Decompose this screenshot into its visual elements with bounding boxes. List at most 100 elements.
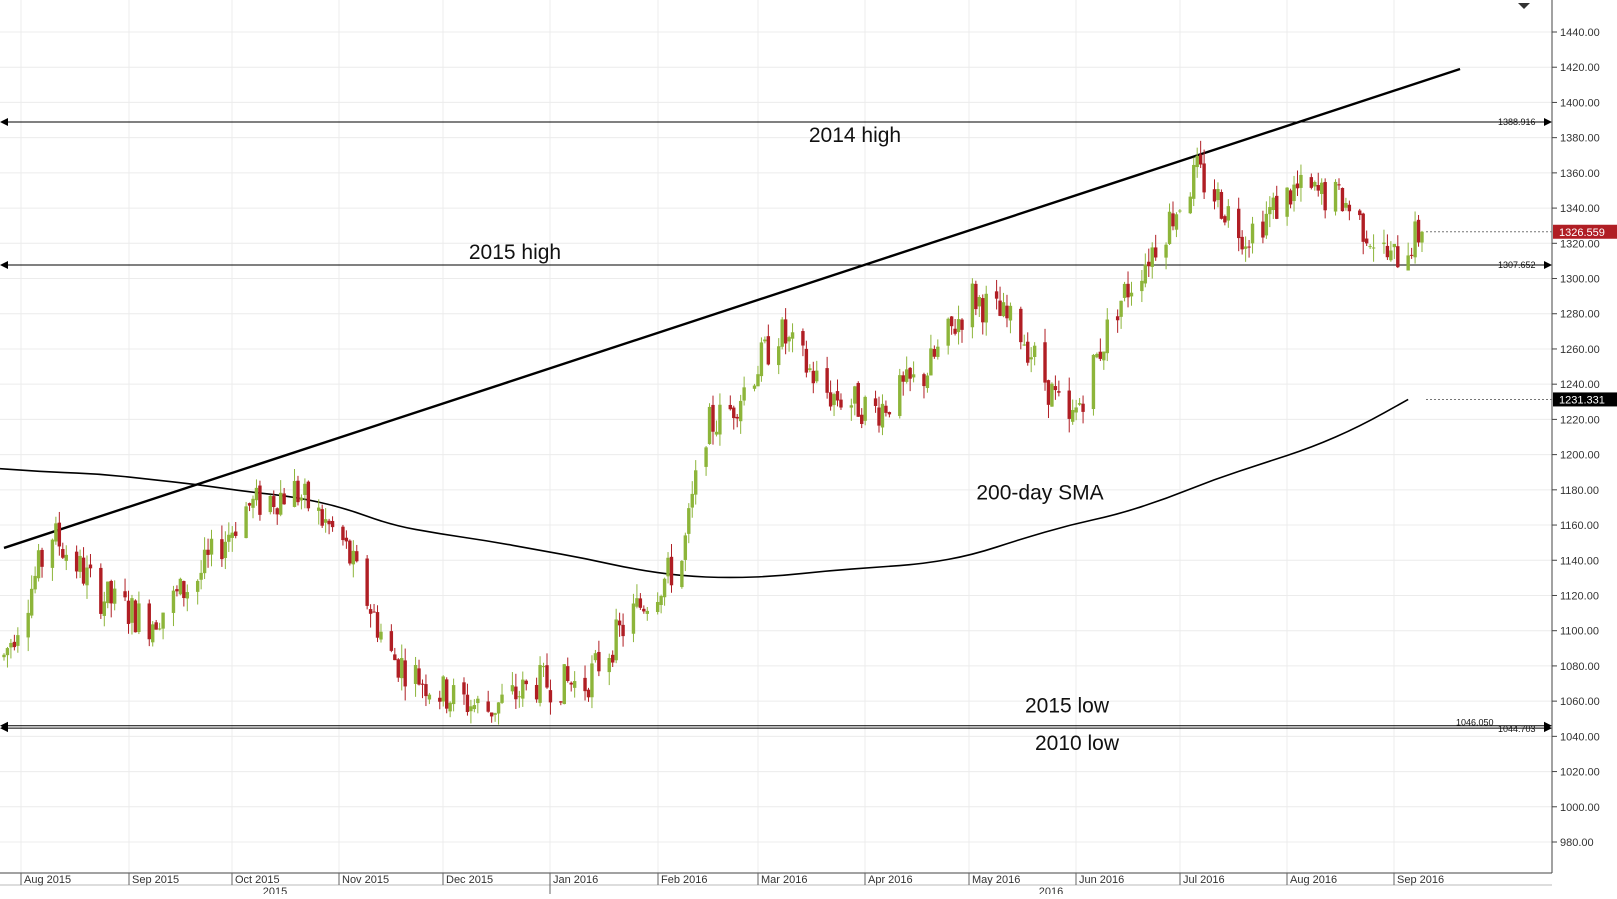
candle-up (1368, 246, 1372, 248)
candle-up (521, 679, 525, 699)
y-tick-label: 1200.00 (1560, 450, 1600, 462)
candle-up (254, 487, 259, 501)
candle-up (223, 541, 228, 559)
candle-down (1202, 163, 1206, 193)
candle-down (932, 348, 937, 357)
candle-up (742, 387, 746, 401)
y-tick-label: 1320.00 (1560, 238, 1600, 250)
candle-down (953, 328, 957, 334)
y-tick-label: 1300.00 (1560, 274, 1600, 286)
candle-up (251, 498, 255, 508)
candle-up (1371, 247, 1376, 249)
candle-down (1053, 386, 1058, 391)
candle-up (815, 370, 819, 382)
candle-up (1022, 344, 1026, 346)
candle-down (586, 689, 591, 698)
candle-down (1396, 246, 1400, 268)
candle-up (1143, 264, 1148, 284)
candle-up (16, 635, 20, 646)
candle-up (268, 495, 273, 513)
x-tick-label: Nov 2015 (342, 874, 389, 886)
candle-down (355, 551, 359, 562)
x-tick-label: Sep 2015 (132, 874, 179, 886)
candle-up (400, 658, 404, 679)
candle-up (199, 572, 203, 580)
menu-chevron-down-icon[interactable] (1518, 3, 1530, 9)
arrow-right-icon (1544, 724, 1552, 733)
x-axis: Aug 2015 Sep 2015 Oct 2015 Nov 2015 Dec 2015… (0, 872, 1552, 898)
candle-down (88, 564, 93, 569)
y-tick-label: 1060.00 (1560, 696, 1600, 708)
candle-up (655, 601, 660, 613)
y-tick-label: 1400.00 (1560, 97, 1600, 109)
candle-down (372, 611, 376, 613)
price-badges: 1326.559 1231.331 (1426, 224, 1617, 407)
candle-down (922, 374, 926, 387)
x-tick-label: Dec 2015 (446, 874, 493, 886)
candle-up (427, 694, 432, 700)
candle-up (707, 406, 712, 445)
candle-down (994, 291, 999, 299)
trendline (3, 67, 1461, 550)
candle-down (811, 370, 815, 384)
candle-up (538, 664, 542, 703)
sma-label: 200-day SMA (976, 481, 1103, 504)
candle-up (666, 557, 670, 577)
candle-down (597, 651, 601, 672)
candle-down (444, 679, 449, 709)
candle-down (417, 668, 421, 685)
candle-up (1382, 242, 1386, 245)
level-annotation: 2014 high (809, 124, 901, 147)
level-annotation: 2010 low (1035, 732, 1120, 755)
y-tick-label: 980.00 (1560, 837, 1594, 849)
candle-up (441, 676, 445, 702)
x-tick-label: May 2016 (972, 874, 1020, 886)
candle-down (1385, 245, 1390, 258)
candle-up (1420, 231, 1424, 243)
y-tick-label: 1040.00 (1560, 731, 1600, 743)
candle-up (635, 598, 639, 607)
candle-down (1323, 182, 1327, 211)
x-tick-label: Mar 2016 (761, 874, 807, 886)
y-tick-label: 1340.00 (1560, 203, 1600, 215)
y-tick-label: 1260.00 (1560, 344, 1600, 356)
candle-up (946, 318, 950, 346)
candle-up (292, 480, 297, 507)
candle-down (175, 589, 179, 592)
candle-down (234, 531, 238, 536)
candle-down (804, 348, 809, 373)
candle-up (351, 550, 356, 565)
grid-lines (0, 0, 1552, 873)
candle-down (1347, 204, 1352, 212)
candle-down (728, 404, 732, 410)
candle-up (694, 470, 698, 495)
candle-up (1320, 182, 1324, 194)
candle-down (801, 331, 805, 346)
candle-down (981, 298, 985, 323)
candle-down (182, 581, 186, 599)
candle-down (569, 682, 573, 685)
candle-down (344, 537, 349, 542)
candle-down (133, 600, 138, 633)
candle-up (1216, 189, 1220, 201)
candle-up (1344, 202, 1348, 208)
x-tick-label: Apr 2016 (868, 874, 913, 886)
candle-down (74, 551, 79, 572)
candle-up (756, 374, 760, 387)
x-tick-label: Aug 2015 (24, 874, 71, 886)
candle-up (590, 663, 594, 698)
candle-down (1364, 238, 1369, 244)
candle-up (379, 631, 383, 640)
candle-down (1026, 341, 1030, 363)
candle-up (929, 348, 933, 376)
candle-down (247, 503, 252, 506)
y-tick-label: 1280.00 (1560, 309, 1600, 321)
candle-down (1358, 210, 1362, 216)
y-tick-label: 1120.00 (1560, 590, 1599, 602)
trendline-layer (3, 67, 1461, 550)
candle-down (486, 701, 490, 712)
candle-down (860, 414, 864, 424)
y-tick-label: 1180.00 (1560, 485, 1599, 497)
candle-up (759, 342, 764, 377)
candle-up (5, 648, 10, 656)
